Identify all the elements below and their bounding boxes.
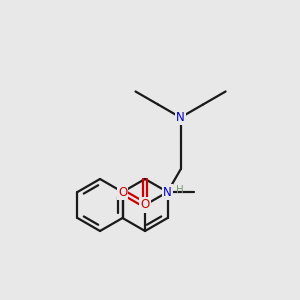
Text: N: N [163, 185, 172, 199]
Text: O: O [118, 185, 127, 199]
Text: N: N [163, 185, 172, 199]
Text: N: N [176, 111, 185, 124]
Text: O: O [140, 199, 150, 212]
Text: H: H [176, 185, 183, 195]
